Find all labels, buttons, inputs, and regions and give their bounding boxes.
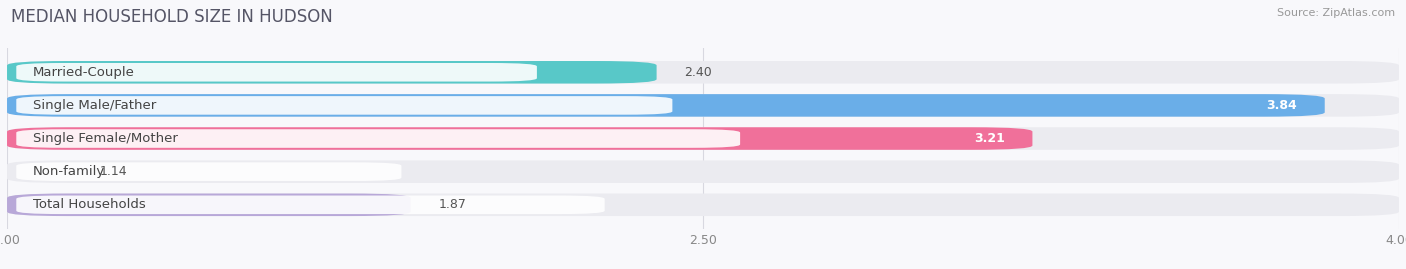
Text: Single Male/Father: Single Male/Father	[32, 99, 156, 112]
FancyBboxPatch shape	[7, 160, 1399, 183]
Text: Married-Couple: Married-Couple	[32, 66, 135, 79]
Text: Single Female/Mother: Single Female/Mother	[32, 132, 177, 145]
Text: Source: ZipAtlas.com: Source: ZipAtlas.com	[1277, 8, 1395, 18]
FancyBboxPatch shape	[7, 94, 1399, 117]
FancyBboxPatch shape	[7, 61, 657, 84]
FancyBboxPatch shape	[7, 193, 1399, 216]
Text: MEDIAN HOUSEHOLD SIZE IN HUDSON: MEDIAN HOUSEHOLD SIZE IN HUDSON	[11, 8, 333, 26]
FancyBboxPatch shape	[7, 61, 1399, 84]
Text: 1.14: 1.14	[100, 165, 128, 178]
Text: 3.84: 3.84	[1267, 99, 1296, 112]
FancyBboxPatch shape	[7, 193, 411, 216]
FancyBboxPatch shape	[17, 96, 672, 115]
Text: Total Households: Total Households	[32, 198, 145, 211]
FancyBboxPatch shape	[7, 94, 1324, 117]
Text: 2.40: 2.40	[685, 66, 713, 79]
FancyBboxPatch shape	[7, 127, 1399, 150]
FancyBboxPatch shape	[17, 162, 402, 181]
FancyBboxPatch shape	[17, 129, 740, 148]
Text: 3.21: 3.21	[974, 132, 1004, 145]
Text: Non-family: Non-family	[32, 165, 105, 178]
Text: 1.87: 1.87	[439, 198, 467, 211]
FancyBboxPatch shape	[17, 196, 605, 214]
FancyBboxPatch shape	[7, 127, 1032, 150]
FancyBboxPatch shape	[17, 63, 537, 82]
